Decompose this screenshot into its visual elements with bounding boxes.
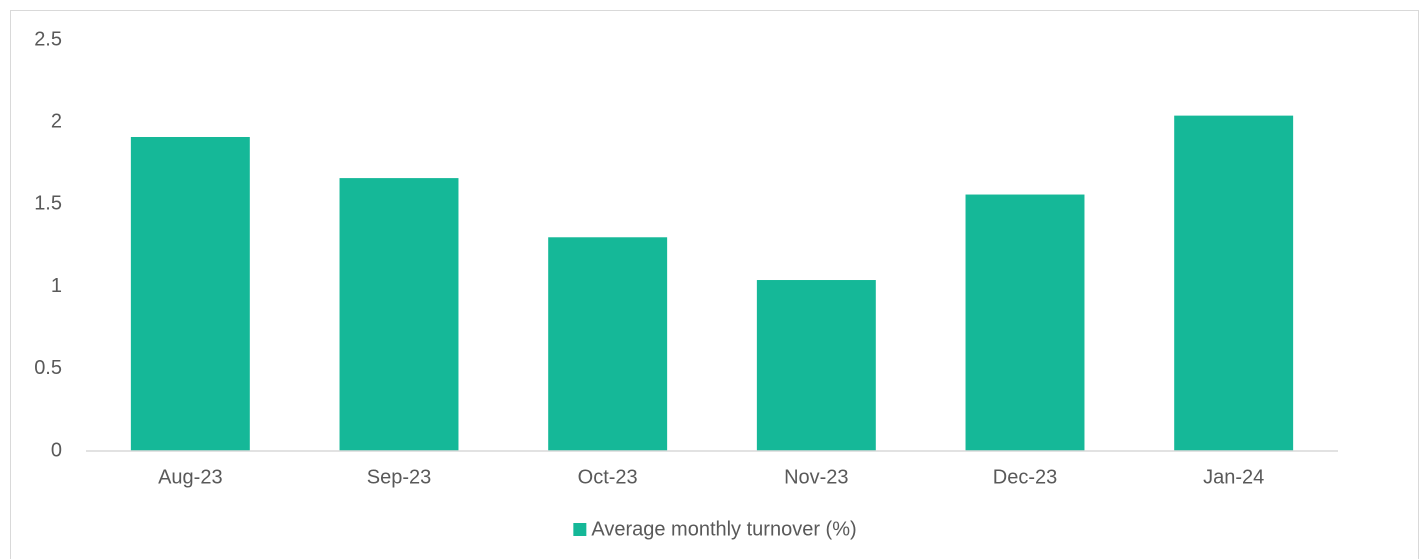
legend-label: Average monthly turnover (%): [591, 518, 856, 540]
bar: [1174, 115, 1294, 452]
bar: [965, 194, 1085, 451]
y-tick-label: 2: [51, 110, 62, 132]
y-tick-label: 2.5: [34, 28, 62, 50]
y-tick-label: 1.5: [34, 193, 62, 215]
x-tick-label: Nov-23: [784, 466, 848, 488]
bar: [756, 280, 876, 451]
y-tick-label: 0: [51, 439, 62, 461]
x-tick-label: Sep-23: [367, 466, 432, 488]
bar: [548, 237, 668, 451]
y-tick-label: 0.5: [34, 357, 62, 379]
y-tick-label: 1: [51, 275, 62, 297]
bar: [339, 178, 459, 451]
bar: [130, 136, 250, 451]
x-tick-label: Aug-23: [158, 466, 223, 488]
x-tick-label: Jan-24: [1203, 466, 1264, 488]
x-tick-label: Dec-23: [993, 466, 1057, 488]
x-tick-label: Oct-23: [578, 466, 638, 488]
legend-swatch: [573, 523, 587, 536]
